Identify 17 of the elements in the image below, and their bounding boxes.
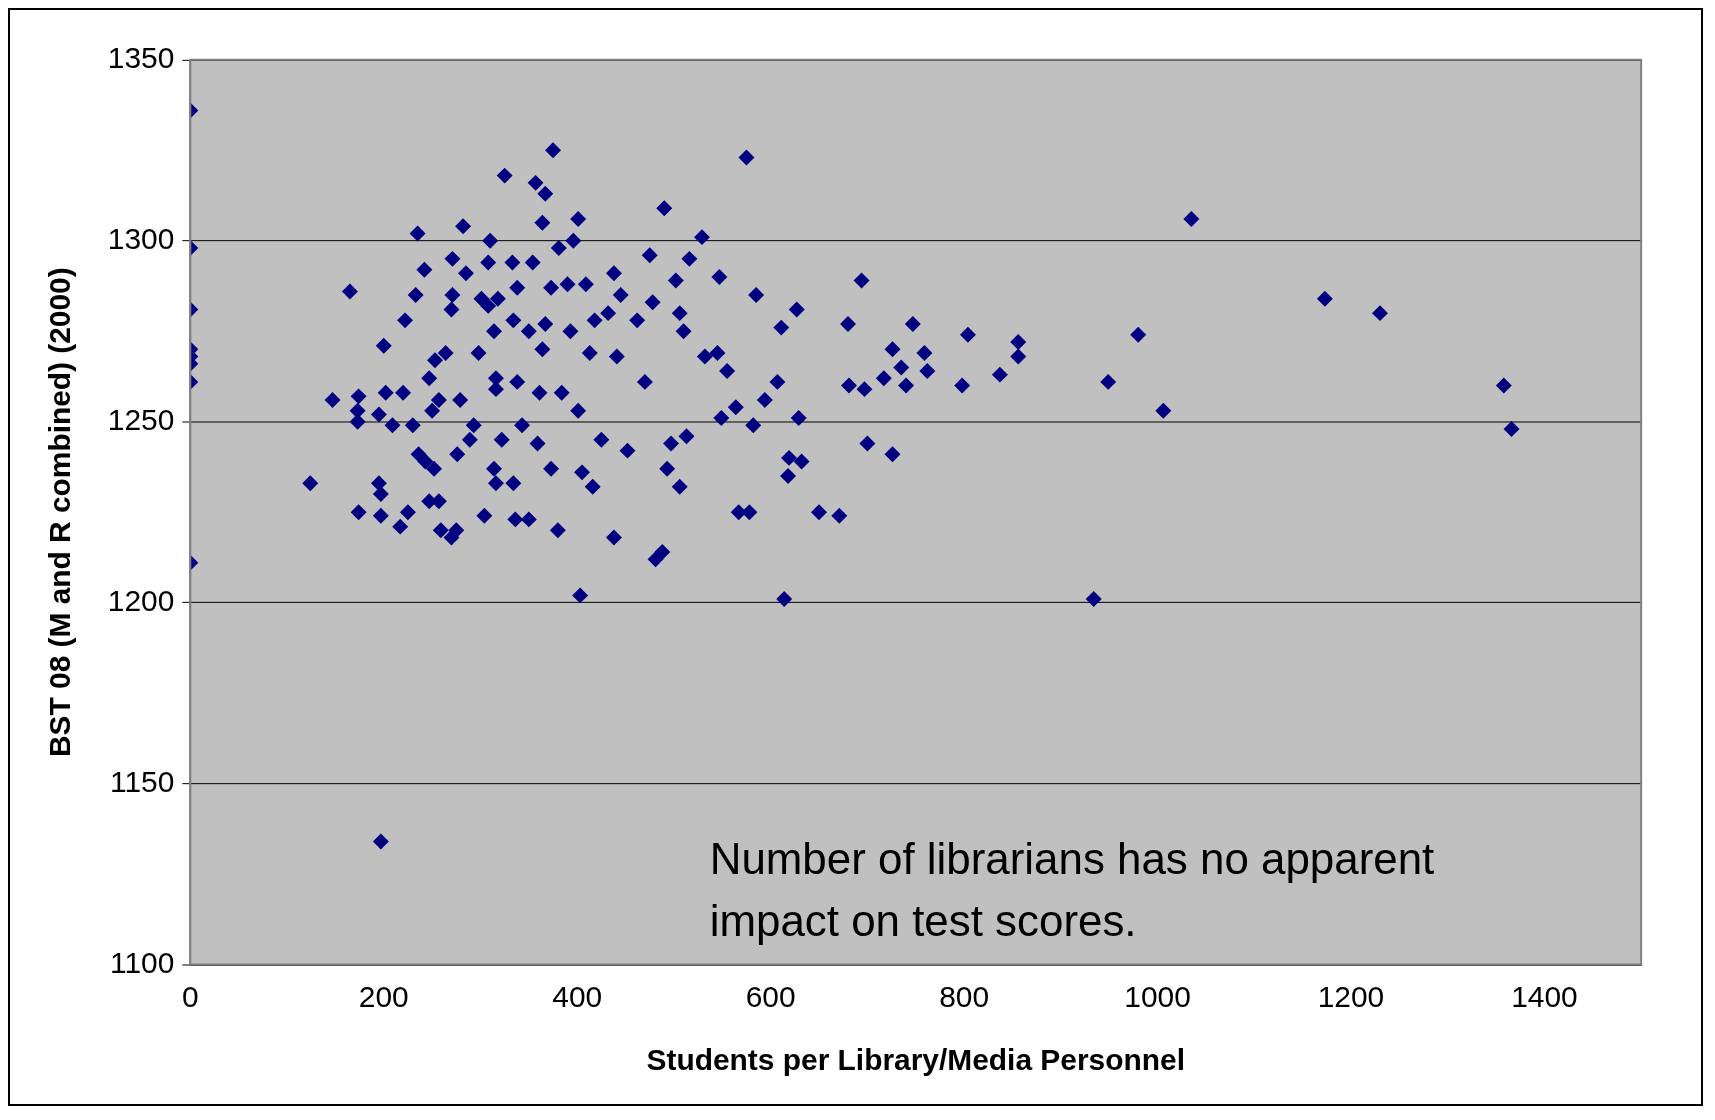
x-tick-label: 0 <box>181 979 199 1013</box>
y-tick-label: 1250 <box>107 402 175 436</box>
y-tick-label: 1350 <box>107 41 175 75</box>
x-tick-label: 1000 <box>1124 979 1191 1013</box>
y-axis-title: BST 08 (M and R combined) (2000) <box>43 267 77 757</box>
x-tick-label: 600 <box>745 979 796 1013</box>
y-tick-label: 1100 <box>110 945 175 979</box>
x-axis-title: Students per Library/Media Personnel <box>646 1043 1185 1077</box>
annotation: Number of librarians has no apparent impact on test scores. <box>709 834 1435 945</box>
x-tick-label: 1200 <box>1317 979 1385 1013</box>
x-tick-label: 200 <box>358 979 409 1013</box>
x-tick-label: 800 <box>939 979 990 1013</box>
y-tick-label: 1300 <box>107 222 175 255</box>
x-tick-label: 400 <box>552 979 603 1013</box>
y-tick-label: 1200 <box>107 583 175 617</box>
x-tick-label: 1400 <box>1511 979 1578 1013</box>
y-tick-label: 1150 <box>110 764 175 798</box>
